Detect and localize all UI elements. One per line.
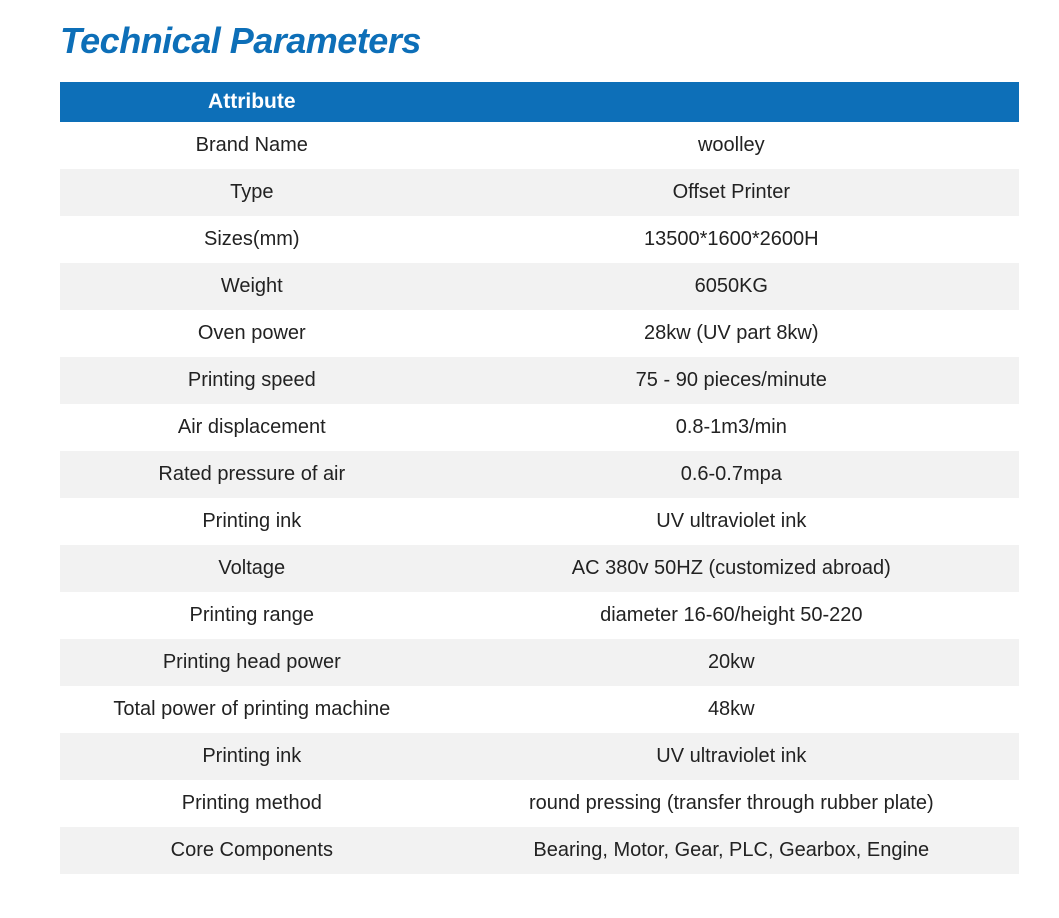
attr-cell: Printing ink [60,733,444,780]
page-title: Technical Parameters [60,20,1019,62]
table-row: Rated pressure of air0.6-0.7mpa [60,451,1019,498]
table-row: Printing inkUV ultraviolet ink [60,733,1019,780]
value-cell: 13500*1600*2600H [444,216,1019,263]
table-row: Printing speed75 - 90 pieces/minute [60,357,1019,404]
attr-cell: Printing method [60,780,444,827]
value-cell: UV ultraviolet ink [444,498,1019,545]
table-row: Brand Namewoolley [60,122,1019,169]
value-cell: 75 - 90 pieces/minute [444,357,1019,404]
attr-cell: Core Components [60,827,444,874]
table-row: Core ComponentsBearing, Motor, Gear, PLC… [60,827,1019,874]
value-cell: 28kw (UV part 8kw) [444,310,1019,357]
table-row: Oven power28kw (UV part 8kw) [60,310,1019,357]
params-table: Attribute Brand NamewoolleyTypeOffset Pr… [60,82,1019,874]
attr-cell: Type [60,169,444,216]
value-cell: 0.6-0.7mpa [444,451,1019,498]
value-cell: 6050KG [444,263,1019,310]
attr-cell: Printing speed [60,357,444,404]
value-cell: Bearing, Motor, Gear, PLC, Gearbox, Engi… [444,827,1019,874]
table-row: VoltageAC 380v 50HZ (customized abroad) [60,545,1019,592]
attr-cell: Printing head power [60,639,444,686]
table-row: TypeOffset Printer [60,169,1019,216]
value-cell: UV ultraviolet ink [444,733,1019,780]
table-row: Printing methodround pressing (transfer … [60,780,1019,827]
table-header-row: Attribute [60,82,1019,122]
header-attribute: Attribute [60,82,444,122]
attr-cell: Oven power [60,310,444,357]
table-row: Printing inkUV ultraviolet ink [60,498,1019,545]
attr-cell: Printing range [60,592,444,639]
value-cell: 0.8-1m3/min [444,404,1019,451]
value-cell: diameter 16-60/height 50-220 [444,592,1019,639]
attr-cell: Brand Name [60,122,444,169]
table-row: Printing head power20kw [60,639,1019,686]
attr-cell: Total power of printing machine [60,686,444,733]
attr-cell: Voltage [60,545,444,592]
value-cell: 48kw [444,686,1019,733]
value-cell: Offset Printer [444,169,1019,216]
value-cell: round pressing (transfer through rubber … [444,780,1019,827]
table-row: Weight6050KG [60,263,1019,310]
value-cell: AC 380v 50HZ (customized abroad) [444,545,1019,592]
attr-cell: Weight [60,263,444,310]
attr-cell: Rated pressure of air [60,451,444,498]
attr-cell: Air displacement [60,404,444,451]
table-body: Brand NamewoolleyTypeOffset PrinterSizes… [60,122,1019,874]
value-cell: woolley [444,122,1019,169]
table-row: Total power of printing machine48kw [60,686,1019,733]
attr-cell: Printing ink [60,498,444,545]
header-value [444,82,1019,122]
attr-cell: Sizes(mm) [60,216,444,263]
value-cell: 20kw [444,639,1019,686]
table-row: Printing rangediameter 16-60/height 50-2… [60,592,1019,639]
table-row: Air displacement0.8-1m3/min [60,404,1019,451]
params-table-wrap: Attribute Brand NamewoolleyTypeOffset Pr… [60,82,1019,874]
table-row: Sizes(mm)13500*1600*2600H [60,216,1019,263]
